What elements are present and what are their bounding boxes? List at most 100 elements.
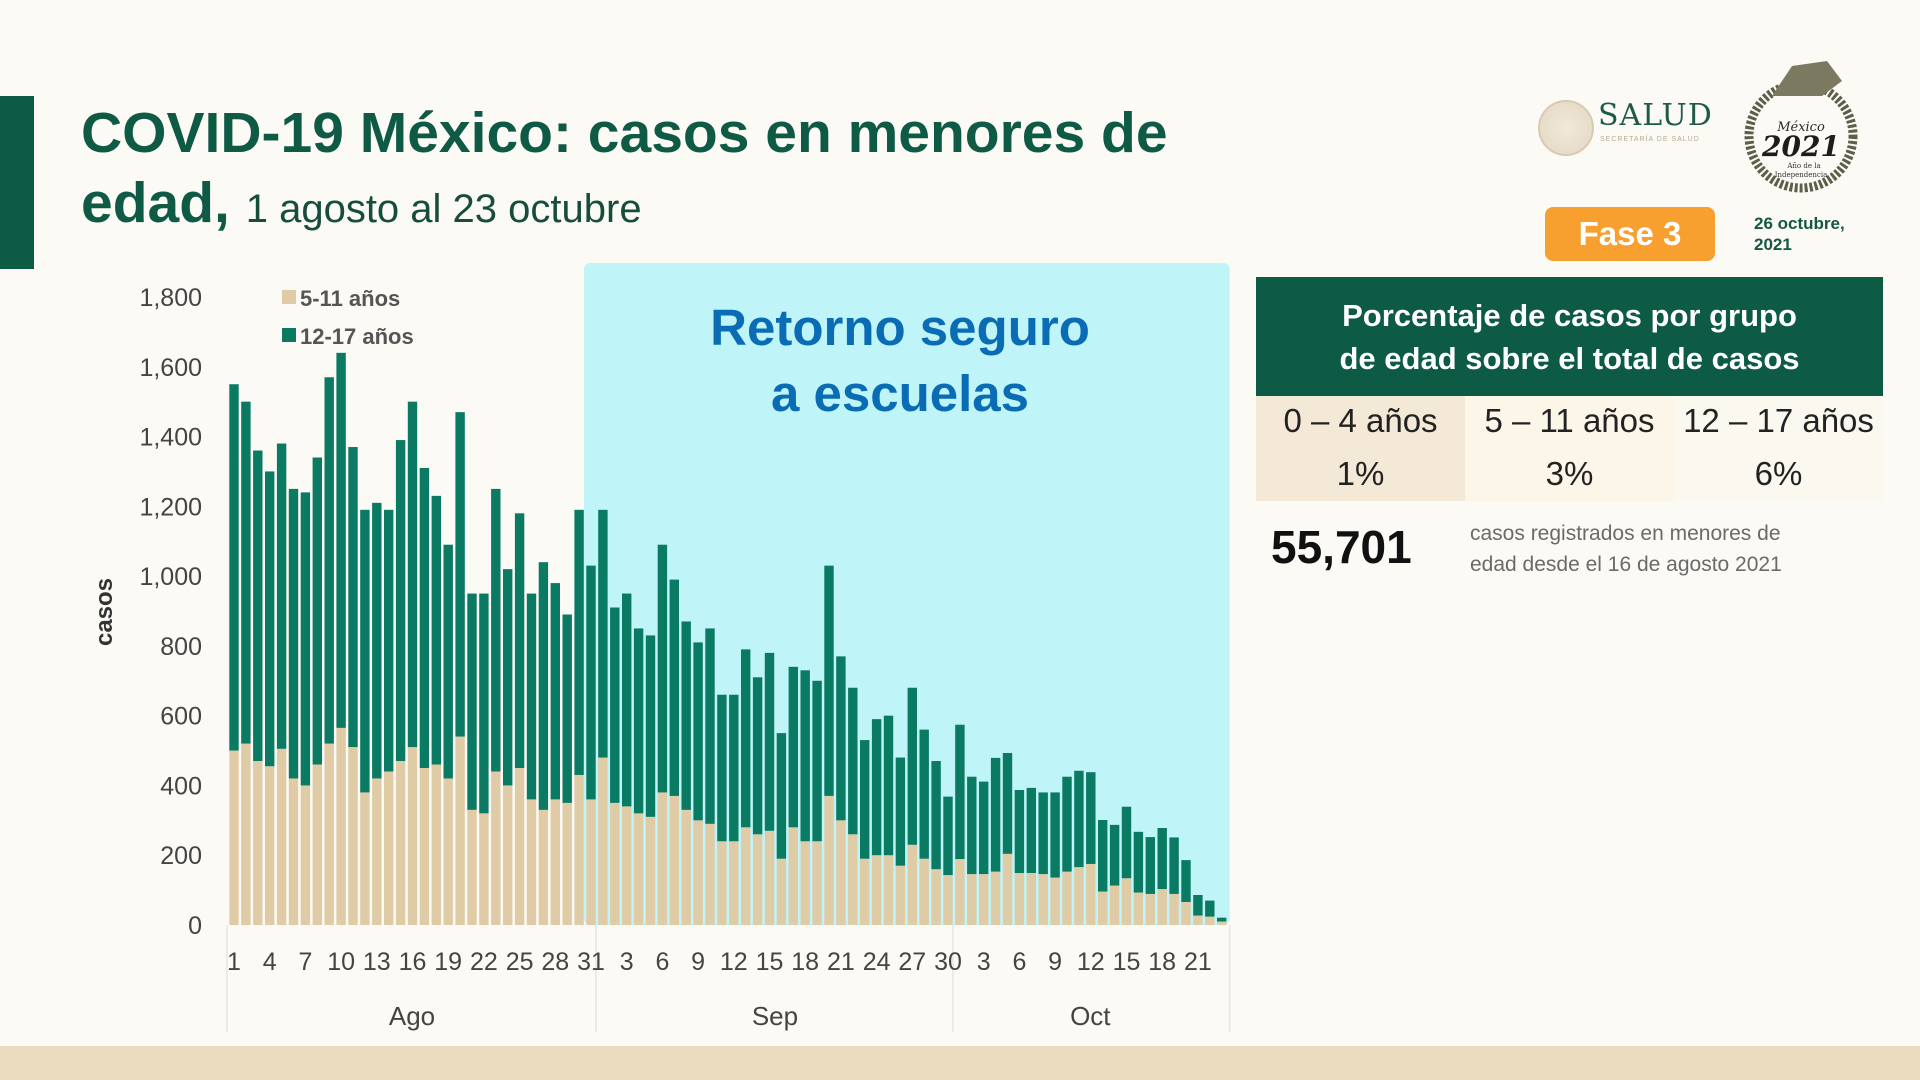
svg-text:México: México	[1776, 120, 1825, 135]
bar-12-17	[1050, 792, 1060, 878]
table-header-row: 0 – 4 años 5 – 11 años 12 – 17 años	[1256, 396, 1883, 446]
bar-12-17	[550, 583, 560, 800]
bar-12-17	[562, 614, 572, 803]
x-tick-label: 19	[434, 948, 462, 976]
bar-12-17	[883, 715, 894, 856]
bar-5-11	[265, 766, 275, 925]
bar-12-17	[1181, 860, 1191, 902]
legend: 5-11 años 12-17 años	[282, 286, 414, 349]
x-tick-label: 15	[1113, 948, 1141, 976]
salud-wordmark: SALUD	[1598, 98, 1713, 133]
bar-5-11	[550, 799, 560, 925]
x-tick-label: 18	[791, 948, 819, 976]
bar-5-11	[395, 761, 406, 925]
mexico-2021-logo: México 2021 Año de la Independencia	[1744, 61, 1858, 193]
bar-12-17	[443, 544, 453, 779]
bar-12-17	[955, 724, 965, 860]
bar-12-17	[336, 352, 346, 728]
bar-5-11	[764, 830, 775, 925]
title-line-2: edad,	[81, 171, 230, 235]
x-tick-label: 9	[691, 948, 705, 976]
x-tick-label: 7	[298, 948, 312, 976]
bar-5-11	[871, 855, 882, 925]
bar-12-17	[1157, 828, 1167, 890]
bar-5-11	[538, 809, 549, 925]
table-row: 1% 3% 6%	[1256, 446, 1883, 501]
bar-12-17	[979, 781, 989, 875]
bar-12-17	[895, 757, 906, 866]
y-tick-label: 1,000	[139, 563, 202, 591]
bar-5-11	[812, 841, 822, 925]
bar-5-11	[693, 820, 703, 925]
bar-12-17	[1074, 770, 1084, 868]
mexico-seal-icon	[1538, 100, 1594, 156]
bar-5-11	[657, 792, 668, 925]
bar-5-11	[800, 841, 810, 925]
x-tick-label: 30	[934, 948, 962, 976]
bar-5-11	[622, 806, 632, 925]
bar-12-17	[324, 377, 334, 744]
bar-12-17	[1086, 772, 1096, 864]
bar-12-17	[836, 656, 846, 821]
bar-5-11	[1109, 885, 1120, 925]
bar-12-17	[848, 687, 858, 835]
value-5-11: 3%	[1465, 446, 1674, 501]
accent-bar	[0, 96, 34, 269]
bar-12-17	[586, 565, 596, 800]
table-title-line-1: Porcentaje de casos por grupo	[1342, 298, 1797, 333]
bar-5-11	[300, 785, 311, 925]
bar-5-11	[633, 813, 644, 925]
bar-12-17	[348, 447, 358, 748]
bar-12-17	[538, 562, 549, 810]
bar-12-17	[741, 649, 751, 828]
x-tick-label: 21	[1184, 948, 1212, 976]
bar-12-17	[1169, 837, 1179, 894]
bar-5-11	[824, 795, 834, 925]
bar-5-11	[419, 768, 430, 925]
bar-5-11	[943, 875, 953, 925]
bar-5-11	[955, 859, 965, 925]
bar-12-17	[729, 694, 739, 842]
bar-5-11	[883, 855, 894, 925]
bar-5-11	[860, 858, 870, 925]
bar-12-17	[1038, 792, 1048, 875]
bar-5-11	[229, 750, 239, 925]
bar-12-17	[1121, 806, 1132, 879]
y-tick-label: 0	[188, 912, 202, 940]
y-tick-label: 400	[160, 772, 202, 800]
legend-label-12-17: 12-17 años	[300, 324, 414, 349]
bar-5-11	[776, 858, 787, 925]
bar-5-11	[1133, 892, 1144, 925]
bar-12-17	[967, 776, 977, 875]
bar-12-17	[229, 384, 239, 751]
column-5-11: 5 – 11 años	[1465, 396, 1674, 446]
month-label: Ago	[389, 1001, 435, 1031]
bar-12-17	[300, 492, 311, 786]
bar-12-17	[764, 652, 775, 831]
bar-5-11	[1205, 916, 1215, 925]
description-line-1: casos registrados en menores de	[1470, 522, 1781, 545]
value-12-17: 6%	[1674, 446, 1883, 501]
bar-5-11	[729, 841, 739, 925]
bar-5-11	[253, 761, 263, 925]
bar-5-11	[1181, 901, 1191, 925]
bar-12-17	[253, 450, 263, 762]
x-tick-label: 27	[898, 948, 926, 976]
bar-5-11	[907, 844, 917, 925]
bar-12-17	[1026, 787, 1036, 874]
phase-badge: Fase 3	[1545, 207, 1715, 261]
bar-5-11	[681, 809, 691, 925]
school-return-highlight	[584, 263, 1230, 925]
bar-12-17	[1098, 819, 1108, 892]
x-tick-label: 22	[470, 948, 498, 976]
bar-5-11	[312, 764, 322, 925]
bar-5-11	[241, 743, 251, 925]
legend-label-5-11: 5-11 años	[300, 286, 400, 311]
bar-5-11	[1050, 877, 1060, 925]
x-tick-label: 24	[863, 948, 891, 976]
y-tick-label: 1,400	[139, 424, 202, 452]
bar-5-11	[1086, 863, 1096, 925]
x-tick-label: 31	[577, 948, 605, 976]
bar-12-17	[479, 593, 489, 814]
